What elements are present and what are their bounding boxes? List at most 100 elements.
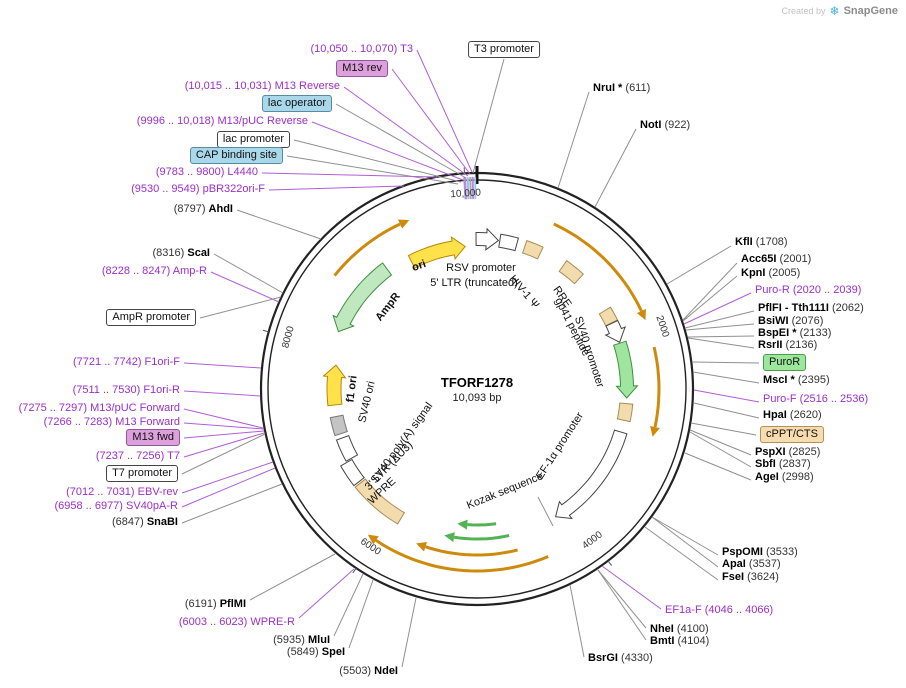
enzyme-label-fsei[interactable]: FseI (3624) xyxy=(722,571,779,583)
enzyme-label-pspxi[interactable]: PspXI (2825) xyxy=(755,446,821,458)
enzyme-label-hpai[interactable]: HpaI (2620) xyxy=(763,409,822,421)
primer-label-ef1a-f[interactable]: EF1a-F (4046 .. 4066) xyxy=(665,604,774,616)
enzyme-label-apai[interactable]: ApaI (3537) xyxy=(722,558,781,570)
feature-orf-arc-top-right[interactable] xyxy=(553,222,643,312)
feature-orf-arc-bottom[interactable] xyxy=(367,534,379,545)
feature-orf-arc-bottom-inner[interactable] xyxy=(416,542,428,552)
enzyme-label-rsrii[interactable]: RsrII (2136) xyxy=(758,339,818,351)
feature-rre[interactable] xyxy=(558,259,585,285)
feature-label-cap-binding-site[interactable]: CAP binding site xyxy=(189,147,283,164)
enzyme-label-kfli[interactable]: KflI (1708) xyxy=(735,236,788,248)
feature-orf-arc-right[interactable] xyxy=(650,426,660,437)
enzyme-label-pflmi[interactable]: (6191) PflMI xyxy=(184,598,246,610)
primer-label-m13-puc-forward[interactable]: (7275 .. 7297) M13/pUC Forward xyxy=(18,402,180,414)
map-label-kozak-sequence[interactable]: Kozak sequence xyxy=(465,470,545,512)
feature-f1-ori[interactable] xyxy=(322,364,347,407)
enzyme-label-ahdi[interactable]: (8797) AhdI xyxy=(173,203,233,215)
enzyme-label-bspei[interactable]: BspEI * (2133) xyxy=(758,327,832,339)
leader-line-ndei xyxy=(401,597,417,668)
primer-label-sv40pa-r[interactable]: (6958 .. 6977) SV40pA-R xyxy=(54,500,178,512)
enzyme-label-bmti[interactable]: BmtI (4104) xyxy=(650,635,710,647)
map-label-hiv1-psi[interactable]: HIV-1 Ψ xyxy=(506,272,542,312)
map-label-rsv-promoter[interactable]: RSV promoter xyxy=(446,262,516,274)
feature-site-m13-rev[interactable] xyxy=(463,177,467,200)
primer-label-m13-forward[interactable]: (7266 .. 7283) M13 Forward xyxy=(43,416,180,428)
enzyme-label-agei[interactable]: AgeI (2998) xyxy=(755,471,814,483)
primer-label-m13-reverse[interactable]: (10,015 .. 10,031) M13 Reverse xyxy=(184,80,340,92)
enzyme-label-bsrgi[interactable]: BsrGI (4330) xyxy=(588,652,653,664)
feature-label-ampr-promoter[interactable]: AmpR promoter xyxy=(106,309,196,326)
feature-rsv-promoter[interactable] xyxy=(475,227,500,251)
map-label-ori[interactable]: ori xyxy=(410,257,428,275)
enzyme-label-mlui[interactable]: (5935) MluI xyxy=(273,634,330,646)
feature-orf-green-outer[interactable] xyxy=(453,534,510,541)
primer-label-ebv-rev[interactable]: (7012 .. 7031) EBV-rev xyxy=(66,486,178,498)
feature-orf-green-outer[interactable] xyxy=(444,532,455,543)
enzyme-label-spei[interactable]: (5849) SpeI xyxy=(286,646,345,658)
feature-orf-arc-upper-left[interactable] xyxy=(397,219,410,229)
feature-label-m13-rev[interactable]: M13 rev xyxy=(336,60,388,77)
feature-label-m13-fwd[interactable]: M13 fwd xyxy=(126,429,180,446)
feature-label-lac-operator[interactable]: lac operator xyxy=(261,95,332,112)
feature-orf-arc-bottom-inner[interactable] xyxy=(425,545,518,557)
feature-orf-green-inner[interactable] xyxy=(457,519,468,530)
enzyme-label-snabi[interactable]: (6847) SnaBI xyxy=(111,516,178,528)
map-label-f1-ori[interactable]: f1 ori xyxy=(344,374,360,404)
feature-sv40-promoter[interactable] xyxy=(604,319,626,344)
feature-label-cppt-cts-box[interactable]: cPPT/CTS xyxy=(760,426,824,443)
primer-label-l4440[interactable]: (9783 .. 9800) L4440 xyxy=(155,166,258,178)
enzyme-label-pspomi[interactable]: PspOMI (3533) xyxy=(722,546,798,558)
feature-label-t7-promoter[interactable]: T7 promoter xyxy=(106,465,178,482)
feature-cppt-cts[interactable] xyxy=(616,402,634,423)
map-label-5-ltr-truncated[interactable]: 5' LTR (truncated) xyxy=(430,277,518,289)
enzyme-label-ndei[interactable]: (5503) NdeI xyxy=(339,665,398,677)
enzyme-label-scai[interactable]: (8316) ScaI xyxy=(152,247,211,259)
map-label-sv40-promoter[interactable]: SV40 promoter xyxy=(571,314,607,390)
enzyme-label-msci[interactable]: MscI * (2395) xyxy=(763,374,830,386)
enzyme-label-noti[interactable]: NotI (922) xyxy=(640,119,691,131)
map-label-sv40-ori[interactable]: SV40 ori xyxy=(356,380,378,424)
feature-label-lac-promoter[interactable]: lac promoter xyxy=(216,131,290,148)
feature-site-lac-operator[interactable] xyxy=(466,177,470,200)
feature-wpre[interactable] xyxy=(354,478,405,525)
feature-ef1a-promoter[interactable] xyxy=(554,429,628,520)
primer-label-f1ori-f[interactable]: (7721 .. 7742) F1ori-F xyxy=(73,356,180,368)
primer-label-puro-r[interactable]: Puro-R (2020 .. 2039) xyxy=(755,284,862,296)
feature-ampr-gene[interactable] xyxy=(332,262,393,333)
feature-label-t3-promoter[interactable]: T3 promoter xyxy=(468,41,540,58)
primer-label-t3-primer[interactable]: (10,050 .. 10,070) T3 xyxy=(310,43,413,55)
enzyme-label-pflfi-tth111i[interactable]: PflFI - Tth111I (2062) xyxy=(758,302,864,314)
primer-label-t7-primer[interactable]: (7237 .. 7256) T7 xyxy=(95,450,180,462)
enzyme-label-kpni[interactable]: KpnI (2005) xyxy=(741,267,801,279)
primer-label-puro-f[interactable]: Puro-F (2516 .. 2536) xyxy=(763,393,869,405)
enzyme-label-sbfi[interactable]: SbfI (2837) xyxy=(755,458,811,470)
map-label-ampr[interactable]: AmpR xyxy=(373,290,403,324)
leader-line-sbfi xyxy=(689,431,752,468)
feature-ori[interactable] xyxy=(407,236,466,269)
primer-label-f1ori-r[interactable]: (7511 .. 7530) F1ori-R xyxy=(72,384,180,396)
feature-site-lac-promoter[interactable] xyxy=(469,177,472,200)
feature-5-ltr-truncated[interactable] xyxy=(498,233,520,252)
enzyme-label-bsiwi[interactable]: BsiWI (2076) xyxy=(758,315,824,327)
enzyme-label-nrui[interactable]: NruI * (611) xyxy=(593,82,651,94)
feature-label-puror-box[interactable]: PuroR xyxy=(763,354,807,371)
feature-orf-arc-top-right[interactable] xyxy=(636,308,646,321)
feature-sv40-ori[interactable] xyxy=(329,414,348,437)
feature-site-cap-binding[interactable] xyxy=(474,177,477,199)
map-label-ef1a-promoter[interactable]: EF-1α promoter xyxy=(533,410,587,482)
enzyme-label-nhei[interactable]: NheI (4100) xyxy=(650,623,709,635)
primer-label-m13-puc-reverse[interactable]: (9996 .. 10,018) M13/pUC Reverse xyxy=(136,115,308,127)
feature-site-t3-promoter[interactable] xyxy=(471,177,474,200)
feature-sv40-polya[interactable] xyxy=(335,434,359,462)
feature-orf-arc-right[interactable] xyxy=(652,346,661,428)
feature-hiv1-psi[interactable] xyxy=(521,239,544,260)
primer-label-amp-r[interactable]: (8228 .. 8247) Amp-R xyxy=(101,265,207,277)
enzyme-label-acc65i[interactable]: Acc65I (2001) xyxy=(741,253,812,265)
feature-puror-gene[interactable] xyxy=(613,340,639,399)
feature-orf-arc-bottom[interactable] xyxy=(375,539,549,573)
primer-label-wpre-r[interactable]: (6003 .. 6023) WPRE-R xyxy=(178,616,295,628)
primer-label-pbr322ori-f[interactable]: (9530 .. 9549) pBR322ori-F xyxy=(131,183,265,195)
feature-3-ltr-du3[interactable] xyxy=(340,458,365,487)
feature-orf-arc-upper-left[interactable] xyxy=(333,222,401,277)
feature-orf-green-inner[interactable] xyxy=(467,522,497,527)
